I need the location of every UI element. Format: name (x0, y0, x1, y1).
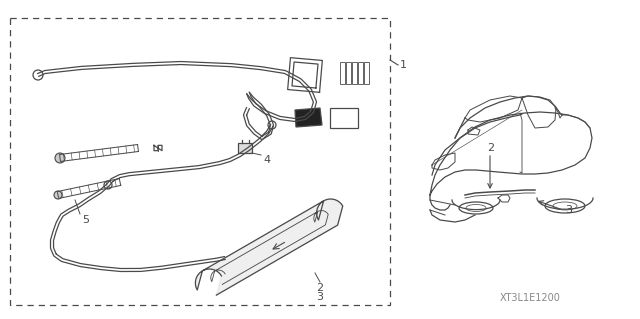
Bar (238, 143, 252, 153)
Bar (358, 62, 363, 84)
Bar (340, 62, 345, 84)
Circle shape (55, 153, 65, 163)
Bar (352, 62, 357, 84)
Bar (10, 18, 390, 305)
Text: 3: 3 (565, 205, 572, 215)
Polygon shape (195, 199, 343, 295)
Circle shape (268, 121, 276, 129)
Circle shape (33, 70, 43, 80)
Bar (330, 108, 358, 128)
Text: 1: 1 (400, 60, 407, 70)
Text: 4: 4 (263, 155, 270, 165)
Circle shape (104, 181, 112, 189)
Bar (346, 62, 351, 84)
Polygon shape (295, 108, 322, 127)
Text: XT3L1E1200: XT3L1E1200 (500, 293, 561, 303)
Text: 2: 2 (316, 283, 324, 293)
Text: 5: 5 (82, 215, 89, 225)
Circle shape (54, 191, 62, 199)
Text: 2: 2 (487, 143, 494, 153)
Bar (364, 62, 369, 84)
Text: 3: 3 (317, 292, 323, 302)
